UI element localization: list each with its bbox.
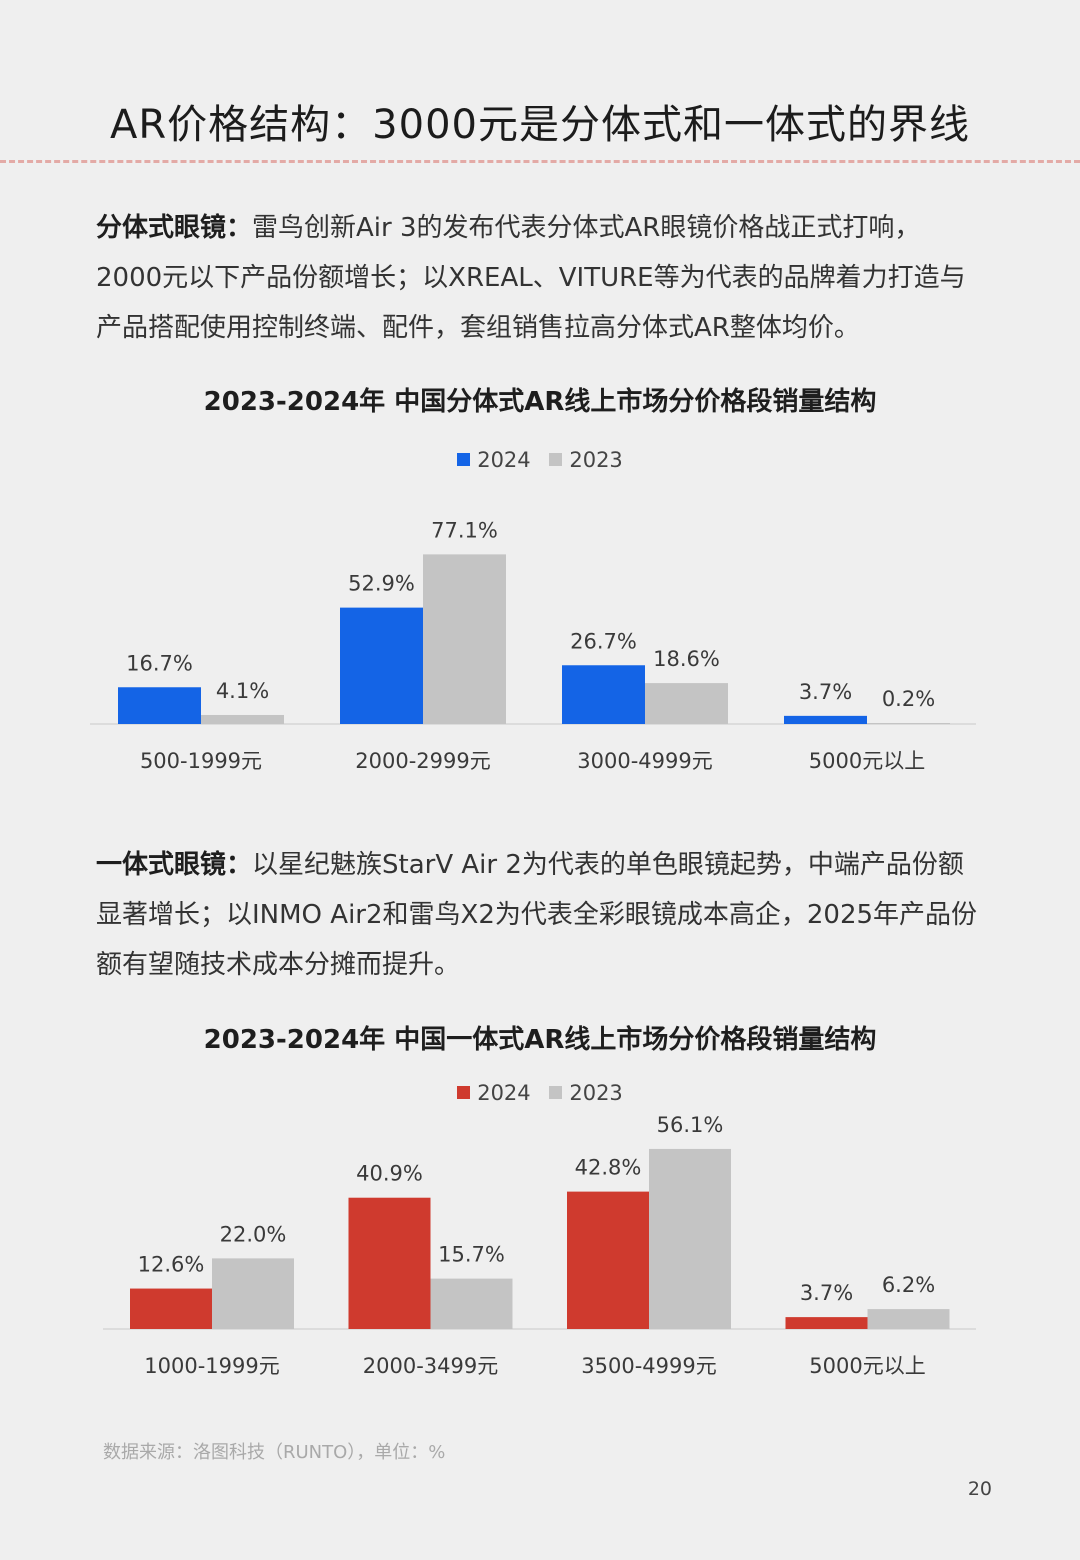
chart1-bar-2023-1 <box>423 554 506 724</box>
chart1-data-label-2023-1: 77.1% <box>431 518 498 542</box>
chart2-data-label-2024-1: 40.9% <box>356 1162 423 1186</box>
chart2-legend-swatch-2023 <box>549 1086 563 1099</box>
chart1-category-label-1: 2000-2999元 <box>355 749 490 773</box>
chart2-bar-2024-3 <box>785 1317 868 1329</box>
split-glasses-paragraph: 分体式眼镜：雷鸟创新Air 3的发布代表分体式AR眼镜价格战正式打响，2000元… <box>96 203 986 353</box>
chart2-data-label-2024-3: 3.7% <box>800 1281 853 1305</box>
page-title: AR价格结构：3000元是分体式和一体式的界线 <box>110 102 970 148</box>
chart1-svg: 16.7% 4.1% 500-1999元 52.9% 77.1% 2000-2999元 26… <box>90 518 976 773</box>
integrated-glasses-lead: 一体式眼镜： <box>96 850 253 880</box>
chart2-category-label-0: 1000-1999元 <box>144 1354 279 1378</box>
chart1-data-label-2023-3: 0.2% <box>882 687 935 711</box>
chart2-bar-2023-0 <box>212 1258 294 1329</box>
chart1-data-label-2023-0: 4.1% <box>216 679 269 703</box>
chart1-bar-2024-1 <box>340 607 423 724</box>
chart2-legend-item-2024: 2024 <box>457 1080 531 1105</box>
chart2-bar-2024-1 <box>348 1197 431 1329</box>
chart2-legend: 2024 2023 <box>0 1080 1080 1105</box>
chart2-legend-label-2024: 2024 <box>477 1080 531 1105</box>
chart1-category-label-2: 3000-4999元 <box>577 749 712 773</box>
chart1-legend-label-2023: 2023 <box>569 447 623 472</box>
chart2-data-label-2023-3: 6.2% <box>882 1273 935 1297</box>
chart1-bar-2023-0 <box>201 714 284 724</box>
integrated-glasses-text: 以星纪魅族StarV Air 2为代表的单色眼镜起势，中端产品份额显著增长；以I… <box>96 850 978 980</box>
chart2-category-label-2: 3500-4999元 <box>581 1354 716 1378</box>
chart2-bar-2023-1 <box>430 1278 513 1329</box>
chart1-data-label-2024-0: 16.7% <box>126 651 193 675</box>
chart1-category-label-3: 5000元以上 <box>809 749 925 773</box>
chart1-bar-2023-2 <box>645 683 728 724</box>
chart2-title: 2023-2024年 中国一体式AR线上市场分价格段销量结构 <box>203 1025 877 1055</box>
chart1-bar-2024-3 <box>784 715 867 724</box>
chart1-legend-item-2023: 2023 <box>549 447 623 472</box>
chart1-legend-swatch-2023 <box>549 453 563 466</box>
chart1-data-label-2024-3: 3.7% <box>799 680 852 704</box>
chart2-data-label-2024-2: 42.8% <box>575 1156 642 1180</box>
chart2-legend-swatch-2024 <box>457 1086 471 1099</box>
chart1-bar-2023-3 <box>867 723 950 724</box>
chart2-bar-2023-2 <box>649 1148 731 1329</box>
chart2-legend-label-2023: 2023 <box>569 1080 623 1105</box>
title-divider <box>0 160 1080 163</box>
split-glasses-text: 雷鸟创新Air 3的发布代表分体式AR眼镜价格战正式打响，2000元以下产品份额… <box>96 213 966 343</box>
chart1-legend-item-2024: 2024 <box>457 447 531 472</box>
chart1-bar-2024-0 <box>118 687 201 724</box>
page-number: 20 <box>967 1478 992 1500</box>
split-glasses-lead: 分体式眼镜： <box>96 213 253 243</box>
integrated-glasses-paragraph: 一体式眼镜：以星纪魅族StarV Air 2为代表的单色眼镜起势，中端产品份额显… <box>96 840 986 990</box>
chart1-legend-swatch-2024 <box>457 453 471 466</box>
chart2-bar-2024-0 <box>130 1288 212 1329</box>
chart1-data-label-2024-1: 52.9% <box>348 572 415 596</box>
chart1-title: 2023-2024年 中国分体式AR线上市场分价格段销量结构 <box>203 387 877 417</box>
chart1-data-label-2023-2: 18.6% <box>653 647 720 671</box>
chart1-legend-label-2024: 2024 <box>477 447 531 472</box>
chart2-data-label-2023-0: 22.0% <box>220 1222 287 1246</box>
chart2-bar-2024-2 <box>567 1191 649 1329</box>
chart1-data-label-2024-2: 26.7% <box>570 629 637 653</box>
chart2-data-label-2023-1: 15.7% <box>438 1243 505 1267</box>
chart2-category-label-1: 2000-3499元 <box>363 1354 498 1378</box>
data-source-note: 数据来源：洛图科技（RUNTO），单位：% <box>103 1442 446 1463</box>
chart1-bar-2024-2 <box>562 665 645 724</box>
chart2-bar-2023-3 <box>867 1309 950 1329</box>
chart1-category-label-0: 500-1999元 <box>140 749 262 773</box>
chart2-svg: 12.6% 22.0% 1000-1999元 40.9% 15.7% 2000-3499元… <box>103 1113 976 1378</box>
chart2-legend-item-2023: 2023 <box>549 1080 623 1105</box>
chart1-legend: 2024 2023 <box>0 447 1080 472</box>
chart2-data-label-2024-0: 12.6% <box>138 1253 205 1277</box>
chart2-data-label-2023-2: 56.1% <box>657 1113 724 1137</box>
chart2-category-label-3: 5000元以上 <box>809 1354 925 1378</box>
